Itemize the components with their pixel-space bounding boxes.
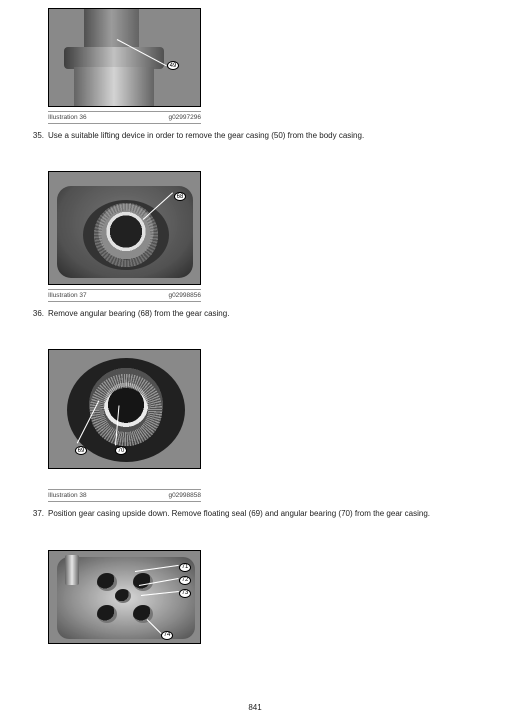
figure-37-caption: Illustration 37 g02998856 (48, 289, 201, 302)
caption-right: g02997296 (168, 114, 201, 121)
step-36: 36. Remove angular bearing (68) from the… (32, 308, 478, 319)
figure-39-block: 71 72 73 74 (48, 550, 478, 644)
callout-73: 73 (179, 589, 191, 598)
callout-74: 74 (161, 631, 173, 640)
step-number: 35. (32, 130, 48, 141)
caption-right: g02998856 (168, 292, 201, 299)
figure-38-image: 6970 (48, 349, 201, 469)
caption-left: Illustration 37 (48, 292, 87, 299)
step-number: 37. (32, 508, 48, 519)
figure-37-block: 68 Illustration 37 g02998856 (48, 171, 478, 302)
callout-72: 72 (179, 576, 191, 585)
figure-36-image: 49 (48, 8, 201, 107)
step-37: 37. Position gear casing upside down. Re… (32, 508, 478, 519)
callout-49: 49 (167, 61, 179, 70)
step-text: Use a suitable lifting device in order t… (48, 130, 478, 141)
caption-left: Illustration 36 (48, 114, 87, 121)
figure-38-block: 6970 Illustration 38 g02998858 (48, 349, 478, 502)
page-number: 841 (0, 703, 510, 712)
step-text: Remove angular bearing (68) from the gea… (48, 308, 478, 319)
step-text: Position gear casing upside down. Remove… (48, 508, 478, 519)
callout-69: 69 (75, 446, 87, 455)
step-number: 36. (32, 308, 48, 319)
figure-36-caption: Illustration 36 g02997296 (48, 111, 201, 124)
figure-36-block: 49 Illustration 36 g02997296 (48, 8, 478, 124)
figure-38-caption: Illustration 38 g02998858 (48, 489, 201, 502)
caption-left: Illustration 38 (48, 492, 87, 499)
callout-71: 71 (179, 563, 191, 572)
caption-right: g02998858 (168, 492, 201, 499)
figure-39-image: 71 72 73 74 (48, 550, 201, 644)
step-35: 35. Use a suitable lifting device in ord… (32, 130, 478, 141)
figure-37-image: 68 (48, 171, 201, 285)
